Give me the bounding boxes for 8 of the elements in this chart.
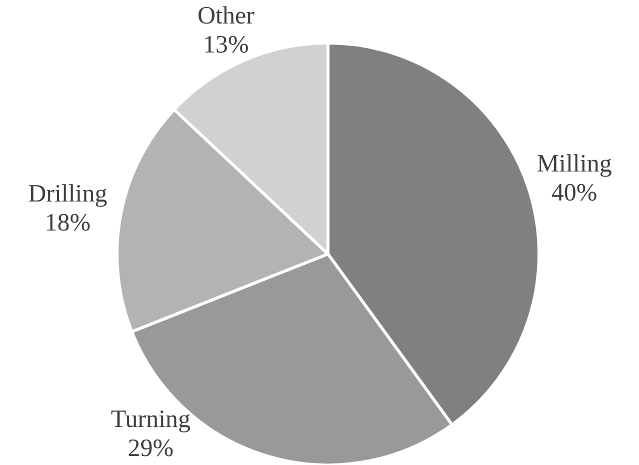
data-label: 13% (203, 32, 249, 59)
data-label: 29% (128, 434, 174, 462)
slice-label: Other (198, 2, 256, 30)
slice-label: Turning (110, 406, 192, 433)
slice-label: Milling (536, 150, 612, 178)
data-label: 40% (551, 180, 598, 207)
data-label: 18% (44, 210, 91, 237)
slice-label: Drilling (28, 180, 108, 208)
